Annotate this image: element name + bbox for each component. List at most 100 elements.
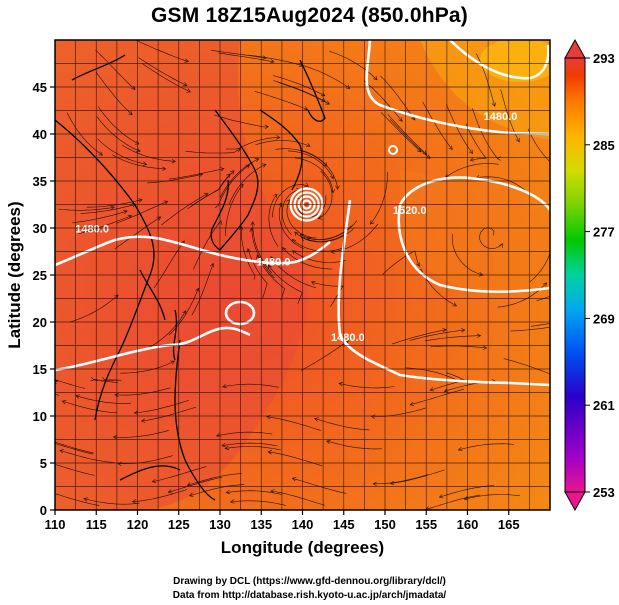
streamline [275,148,327,167]
streamline-arrow [276,135,281,140]
streamline [536,295,550,302]
streamline-arrow [225,489,231,495]
streamline-arrow [372,481,377,487]
streamline [475,176,528,193]
streamline [122,144,176,162]
streamline [222,383,279,388]
streamline-arrow [245,164,251,169]
streamline [189,484,245,497]
streamline-arrow [542,282,548,287]
streamline-arrow [398,117,403,122]
streamline-arrow [229,499,235,504]
streamline [105,379,122,381]
x-tick-label: 160 [457,517,479,532]
streamline-arrow [170,360,175,365]
streamline-arrow [98,151,104,156]
streamline [451,233,483,276]
streamline-arrow [215,433,221,438]
credit-drawing: Drawing by DCL (https://www.gfd-dennou.o… [173,576,446,587]
streamline-arrow [468,149,473,154]
colorbar-label: 293 [593,51,615,66]
contour-label: 1480.0 [331,332,365,344]
contour-1520-high [397,176,550,294]
streamline [95,49,136,90]
streamline [187,473,243,486]
streamline [112,154,166,170]
streamline-arrow [45,490,49,494]
streamline-arrow [110,205,115,210]
credit-data-source: Data from http://database.rish.kyoto-u.a… [172,590,447,601]
streamline-arrow [457,446,463,452]
map-title: GSM 18Z15Aug2024 (850.0hPa) [150,4,469,27]
streamline-arrow [463,496,469,501]
streamline-arrow [267,450,272,455]
streamline-arrow [59,449,64,454]
streamline [168,288,199,336]
streamline-arrow [270,256,275,261]
streamline-arrow [282,247,287,252]
streamline [530,322,550,327]
streamline [55,464,95,476]
streamline-arrow [422,150,428,155]
streamline-arrow [138,198,143,203]
streamline-arrow [321,97,326,102]
streamline-arrow [292,250,297,255]
streamline [120,360,175,374]
streamline-arrow [559,169,563,173]
colorbar-label: 285 [593,138,615,153]
x-tick-label: 135 [250,517,272,532]
streamline-arrow [266,414,271,420]
streamline [117,455,174,464]
streamline-arrow [142,161,148,166]
streamline [255,140,311,147]
streamline [114,387,171,396]
streamline-arrow [370,414,376,419]
streamline-arrow [198,172,204,178]
streamline [142,63,191,93]
streamline [134,400,189,414]
streamline [410,389,464,405]
streamline-arrow [210,262,215,268]
streamline-arrow [123,209,128,215]
streamline [277,82,330,105]
streamline [75,395,132,404]
streamline-arrow [221,442,226,448]
streamline [445,163,499,178]
contour-label: 1520.0 [393,205,427,217]
streamline-arrow [184,58,189,63]
y-tick-label: 25 [33,268,47,283]
streamline-arrow [286,199,291,204]
streamline-arrow [476,333,482,338]
streamline [392,329,447,345]
streamline [72,210,128,224]
streamline-arrow [256,254,261,260]
streamline-arrow [61,400,67,405]
streamline [230,500,287,506]
streamline-arrow [373,75,378,81]
streamline [225,183,244,237]
streamline [382,250,420,275]
x-tick-label: 125 [168,517,190,532]
streamline [95,71,133,115]
streamline-arrow [299,233,305,238]
streamline-arrow [83,497,88,502]
streamline-arrow [409,401,414,407]
streamline [254,91,308,110]
y-tick-label: 5 [40,456,47,471]
streamline-arrow [552,233,556,237]
streamline-arrow [345,84,351,89]
streamline-arrow [491,102,496,107]
streamline-arrow [250,221,255,226]
streamline [191,263,214,316]
streamline-arrow [131,499,137,504]
streamline [373,474,429,485]
streamline [132,489,188,502]
streamline-arrow [298,62,304,67]
streamline-arrow [448,145,453,150]
streamline [80,203,136,214]
streamline-arrow [498,243,503,248]
streamline [424,335,481,342]
streamline-arrow [310,281,316,286]
streamline-arrow [90,377,95,382]
streamline-arrow [186,482,192,487]
